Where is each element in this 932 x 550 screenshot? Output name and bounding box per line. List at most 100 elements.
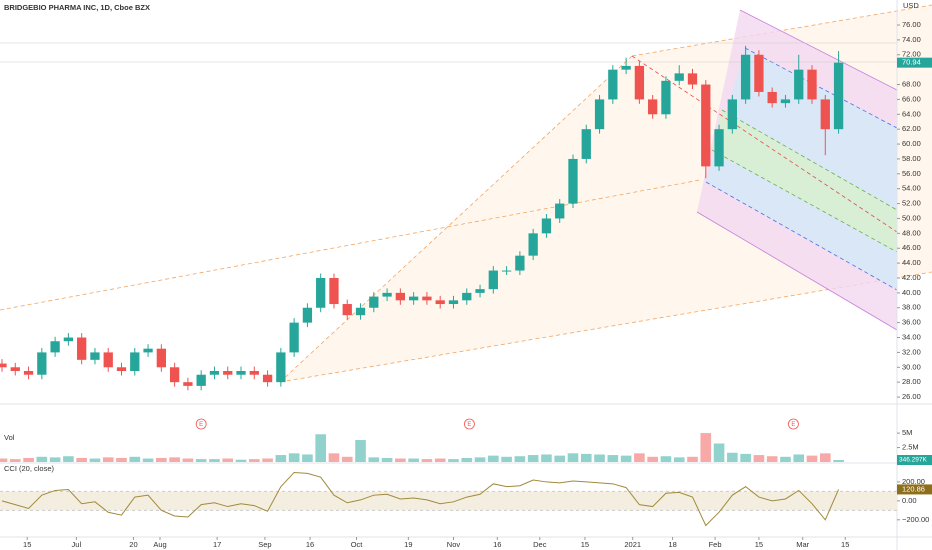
- y-tick-label: 52.00: [902, 199, 921, 208]
- price-label-box: [897, 57, 932, 68]
- candle-body: [302, 307, 313, 323]
- volume-bar: [713, 443, 725, 462]
- candle-body: [130, 352, 140, 372]
- x-tick-label: 15: [581, 540, 589, 549]
- volume-bar: [36, 456, 48, 462]
- volume-bar: [501, 456, 512, 462]
- volume-bar: [634, 453, 645, 462]
- volume-bar: [620, 455, 632, 462]
- volume-bar: [687, 456, 698, 462]
- price-label: 70.94: [902, 58, 921, 67]
- volume-bar: [395, 458, 406, 462]
- candle-body: [262, 374, 273, 383]
- x-tick-label: 20: [129, 540, 137, 549]
- volume-bar: [262, 458, 273, 462]
- y-tick-label: 36.00: [902, 318, 921, 327]
- volume-bar: [474, 457, 486, 462]
- candle-body: [408, 296, 419, 301]
- volume-bar: [527, 455, 539, 462]
- volume-bar: [766, 456, 778, 462]
- x-tick-label: Nov: [447, 540, 461, 549]
- y-tick-label: 42.00: [902, 273, 921, 282]
- y-tick-label: 28.00: [902, 377, 921, 386]
- volume-bar: [819, 453, 831, 462]
- volume-bar: [116, 457, 127, 462]
- volume-bar: [673, 457, 685, 462]
- candle-body: [183, 382, 193, 386]
- x-tick-label: 19: [404, 540, 412, 549]
- volume-bar: [448, 459, 459, 462]
- x-tick-label: 18: [668, 540, 676, 549]
- volume-bar: [434, 458, 446, 462]
- y-tick-label: 58.00: [902, 154, 921, 163]
- candle-body: [634, 65, 645, 100]
- candle-body: [780, 99, 791, 104]
- volume-bar: [421, 459, 433, 462]
- candle-body: [316, 277, 326, 308]
- volume-bar: [89, 458, 101, 462]
- candle-body: [833, 62, 844, 130]
- candle-body: [63, 337, 74, 342]
- candle-body: [794, 69, 804, 100]
- candle-body: [236, 371, 246, 375]
- y-tick-label: 0.00: [902, 496, 917, 505]
- x-tick-label: 16: [306, 540, 314, 549]
- candle-body: [674, 73, 684, 81]
- y-tick-label: 68.00: [902, 80, 921, 89]
- y-tick-label: 72.00: [902, 50, 921, 59]
- volume-bar: [0, 458, 8, 462]
- candle-body: [355, 307, 366, 316]
- candle-body: [475, 289, 485, 293]
- y-tick-label: 40.00: [902, 288, 921, 297]
- volume-bar: [156, 457, 167, 462]
- fan-line: [279, 271, 932, 383]
- candle-body: [0, 363, 7, 368]
- candle-body: [50, 341, 60, 353]
- volume-bar: [806, 455, 818, 462]
- volume-bar: [554, 455, 566, 462]
- event-label: E: [199, 422, 203, 428]
- x-tick-label: Dec: [533, 540, 547, 549]
- pitchfork-line: [721, 109, 898, 211]
- volume-bar: [594, 454, 605, 462]
- y-tick-label: 30.00: [902, 362, 921, 371]
- x-tick-label: Jul: [72, 540, 82, 549]
- volume-bar: [780, 456, 791, 462]
- pane-title: CCI (20, close): [4, 464, 55, 473]
- y-tick-label: 38.00: [902, 303, 921, 312]
- candle-body: [10, 367, 20, 372]
- volume-bar: [700, 433, 712, 462]
- volume-bar: [235, 459, 247, 462]
- candle-body: [528, 233, 538, 256]
- y-tick-label: 2.5M: [902, 443, 919, 452]
- candle-body: [767, 91, 777, 104]
- volume-bar: [195, 459, 207, 462]
- y-unit: USD: [903, 1, 919, 10]
- volume-bar: [209, 459, 220, 462]
- x-tick-label: Mar: [796, 540, 809, 549]
- candle-body: [648, 99, 658, 115]
- candle-body: [435, 300, 445, 305]
- x-tick-label: Aug: [153, 540, 166, 549]
- volume-bar: [142, 458, 154, 462]
- volume-bar: [76, 457, 87, 462]
- x-tick-label: 2021: [624, 540, 641, 549]
- candle-body: [382, 292, 392, 297]
- y-tick-label: 5M: [902, 428, 912, 437]
- volume-bar: [793, 454, 805, 462]
- y-tick-label: 54.00: [902, 184, 921, 193]
- candle-body: [276, 352, 286, 383]
- volume-bar: [315, 434, 327, 462]
- volume-bar: [461, 457, 473, 462]
- pitchfork-line: [705, 181, 898, 291]
- volume-bar: [408, 458, 419, 462]
- volume-bar: [753, 455, 765, 462]
- candle-body: [289, 322, 299, 353]
- candle-body: [621, 65, 631, 70]
- candle-body: [196, 374, 206, 386]
- pitchfork-edge: [696, 211, 898, 331]
- candle-body: [23, 371, 34, 375]
- y-tick-label: 66.00: [902, 94, 921, 103]
- candle-body: [143, 348, 153, 353]
- event-label: E: [467, 422, 471, 428]
